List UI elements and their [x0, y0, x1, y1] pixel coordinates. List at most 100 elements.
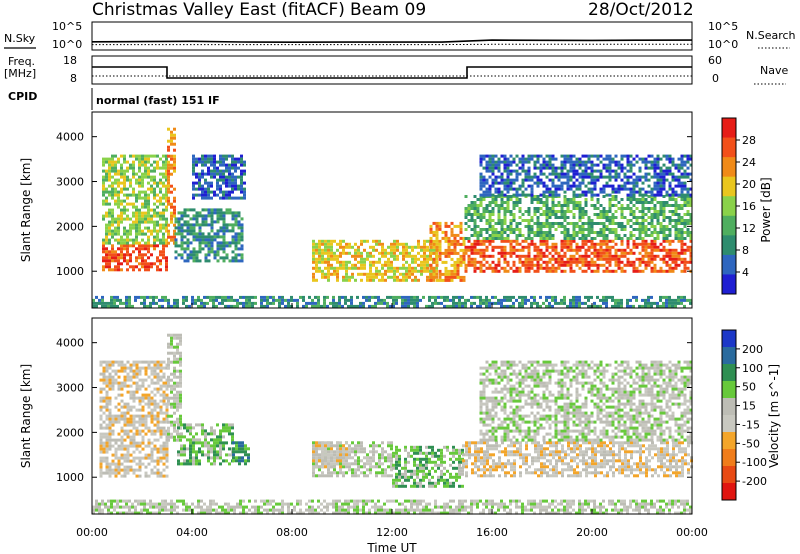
heatmap-cell-r7 — [635, 257, 639, 261]
heatmap-cell-r0 — [165, 393, 169, 397]
heatmap-cell-r9 — [563, 175, 567, 179]
heatmap-cell-r1 — [170, 342, 173, 346]
heatmap-cell-r2 — [195, 453, 198, 457]
heatmap-cell-r1 — [105, 238, 108, 242]
heatmap-cell-r10 — [245, 295, 248, 299]
heatmap-cell-r8 — [581, 228, 585, 231]
heatmap-cell-r7 — [674, 257, 678, 261]
heatmap-cell-r10 — [212, 301, 215, 305]
heatmap-cell-r6 — [438, 221, 442, 225]
heatmap-cell-r8 — [605, 213, 609, 216]
heatmap-cell-r4 — [207, 187, 210, 191]
heatmap-cell-r7 — [653, 254, 657, 258]
heatmap-cell-r9 — [533, 154, 537, 158]
heatmap-cell-r7 — [650, 242, 654, 246]
heatmap-cell-r8 — [638, 237, 642, 240]
heatmap-cell-r4 — [192, 181, 195, 185]
heatmap-cell-r10 — [338, 295, 341, 299]
heatmap-cell-r7 — [620, 242, 624, 246]
heatmap-cell-r7 — [680, 248, 684, 252]
heatmap-cell-r2 — [201, 441, 204, 445]
heatmap-cell-r7 — [569, 263, 573, 267]
heatmap-cell-r1 — [170, 414, 173, 418]
heatmap-cell-r7 — [680, 239, 684, 243]
heatmap-cell-r7 — [671, 248, 675, 252]
heatmap-cell-r7 — [506, 239, 510, 243]
heatmap-cell-r9 — [587, 154, 591, 158]
heatmap-cell-r0 — [126, 423, 130, 427]
heatmap-cell-r1 — [147, 193, 150, 197]
heatmap-cell-r10 — [383, 298, 386, 302]
heatmap-cell-r0 — [159, 253, 162, 257]
heatmap-cell-r1 — [105, 232, 108, 236]
heatmap-cell-r4 — [195, 163, 198, 167]
heatmap-cell-r0 — [162, 381, 166, 385]
heatmap-cell-r3 — [225, 208, 229, 212]
heatmap-cell-r0 — [162, 372, 166, 376]
heatmap-cell-r0 — [123, 384, 127, 388]
heatmap-cell-r0 — [129, 414, 133, 418]
heatmap-cell-r0 — [123, 417, 127, 421]
heatmap-cell-r4 — [240, 178, 243, 182]
heatmap-cell-r7 — [527, 245, 531, 249]
heatmap-cell-r10 — [365, 298, 368, 302]
heatmap-cell-r8 — [608, 204, 612, 207]
heatmap-cell-r9 — [524, 187, 528, 191]
heatmap-cell-r7 — [671, 251, 675, 255]
heatmap-cell-r9 — [509, 187, 513, 191]
heatmap-cell-r0 — [150, 265, 153, 269]
heatmap-cell-r0 — [165, 456, 169, 460]
heatmap-cell-r8 — [563, 198, 567, 201]
heatmap-cell-r5 — [402, 245, 405, 249]
heatmap-cell-r8 — [518, 234, 522, 237]
heatmap-cell-r1 — [135, 217, 138, 221]
heatmap-cell-r1 — [141, 160, 144, 164]
heatmap-cell-r3 — [183, 223, 187, 227]
heatmap-cell-r10 — [338, 301, 341, 305]
heatmap-cell-r0 — [132, 369, 136, 373]
heatmap-cell-r9 — [545, 160, 549, 164]
heatmap-cell-r0 — [153, 262, 156, 266]
heatmap-cell-r3 — [180, 238, 184, 242]
heatmap-cell-r0 — [108, 253, 111, 257]
heatmap-cell-r5 — [405, 242, 408, 246]
heatmap-cell-r4 — [231, 166, 234, 170]
heatmap-cell-r8 — [671, 219, 675, 222]
heatmap-cell-r2 — [192, 459, 195, 463]
heatmap-cell-r2 — [222, 441, 225, 445]
heatmap-cell-r6 — [438, 227, 442, 231]
heatmap-cell-r8 — [644, 228, 648, 231]
heatmap-cell-r8 — [611, 195, 615, 198]
heatmap-cell-r0 — [159, 408, 163, 412]
heatmap-cell-r5 — [369, 278, 372, 282]
heatmap-cell-r7 — [605, 260, 609, 264]
heatmap-cell-r1 — [150, 214, 153, 218]
heatmap-cell-r8 — [578, 237, 582, 240]
heatmap-cell-r9 — [557, 175, 561, 179]
heatmap-cell-r7 — [569, 269, 573, 273]
heatmap-cell-r10 — [431, 301, 434, 305]
heatmap-cell-r3 — [228, 244, 232, 248]
heatmap-cell-r5 — [414, 257, 417, 261]
heatmap-cell-r8 — [539, 213, 543, 216]
heatmap-cell-r0 — [159, 444, 163, 448]
heatmap-cell-r6 — [435, 236, 439, 240]
heatmap-cell-r0 — [123, 411, 127, 415]
heatmap-cell-r0 — [138, 378, 142, 382]
heatmap-cell-r1 — [105, 235, 108, 239]
heatmap-cell-r10 — [281, 295, 284, 299]
heatmap-cell-r9 — [479, 178, 483, 182]
heatmap-cell-r8 — [497, 213, 501, 216]
heatmap-cell-r7 — [611, 239, 615, 243]
heatmap-cell-r1 — [123, 178, 126, 182]
heatmap-cell-r1 — [176, 357, 179, 361]
heatmap-cell-r10 — [209, 298, 212, 302]
heatmap-cell-r4 — [207, 169, 210, 173]
heatmap-cell-r7 — [677, 251, 681, 255]
heatmap-cell-r8 — [533, 231, 537, 234]
heatmap-cell-r8 — [491, 237, 495, 240]
heatmap-cell-r9 — [590, 190, 594, 194]
heatmap-cell-r3 — [210, 214, 214, 218]
heatmap-cell-r4 — [207, 196, 210, 200]
heatmap-cell-r2 — [219, 435, 222, 439]
